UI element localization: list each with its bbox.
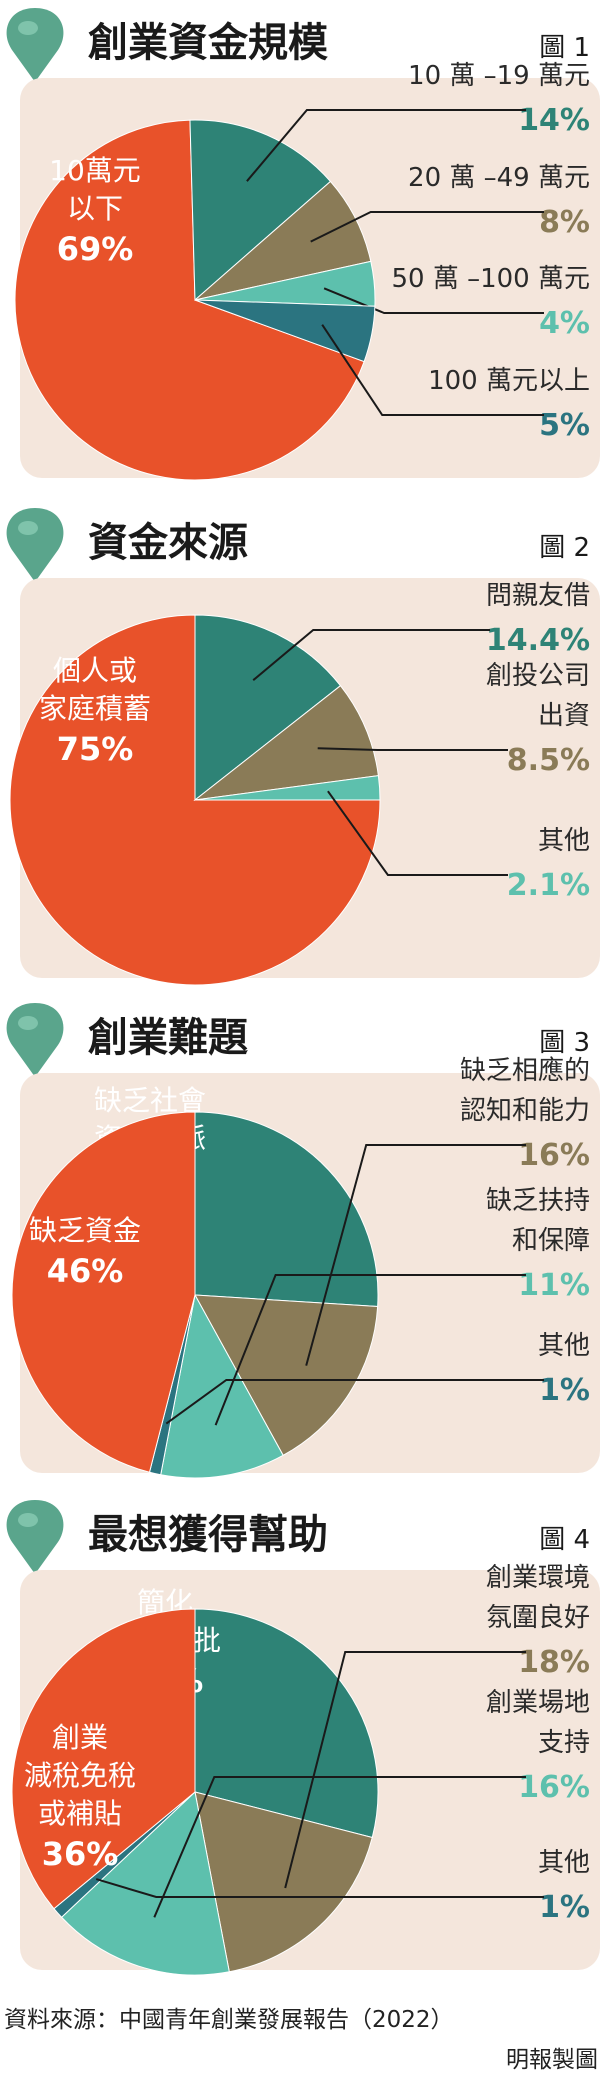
slice-pct: 14% [518, 103, 590, 138]
slice-label: 問親友借 [486, 581, 590, 611]
slice-label: 100 萬元以上 [428, 366, 590, 396]
pie-slice [14, 119, 365, 481]
slice-label: 減稅免稅 [24, 1759, 136, 1792]
pie-slice [194, 775, 381, 801]
pie-slice [193, 684, 379, 801]
slice-label: 個人或 [53, 654, 137, 687]
figure-label: 圖 1 [539, 33, 590, 63]
slice-pct: 14.4% [486, 623, 590, 658]
leader-line [153, 1776, 526, 1918]
pie-slice [194, 1791, 373, 1973]
slice-pct: 16% [518, 1770, 590, 1805]
leader-line [214, 1274, 526, 1426]
teal-drop-icon [6, 8, 64, 82]
leader-line [321, 324, 544, 416]
chart-title: 資金來源 [88, 520, 248, 566]
pie-slice [160, 1293, 284, 1479]
slice-pct: 5% [539, 408, 590, 443]
slice-label: 20 萬 –49 萬元 [408, 163, 590, 193]
pie-slice [9, 614, 381, 986]
slice-pct: 11% [518, 1268, 590, 1303]
leader-line [310, 211, 544, 243]
slice-pct: 1% [539, 1373, 590, 1408]
figure-label: 圖 3 [539, 1028, 590, 1058]
slice-pct: 75% [57, 730, 134, 768]
slice-pct: 4% [539, 306, 590, 341]
slice-label: 創投公司 [486, 661, 590, 691]
pie-slice [11, 1111, 196, 1473]
slice-label: 和保障 [512, 1226, 590, 1256]
chart-title: 最想獲得幫助 [88, 1512, 328, 1558]
leader-line [165, 1379, 544, 1425]
slice-label: 10 萬 –19 萬元 [408, 61, 590, 91]
slice-pct: 18% [518, 1645, 590, 1680]
chart-title: 創業資金規模 [88, 20, 328, 66]
teal-drop-icon [6, 508, 64, 582]
source-text: 資料來源：中國青年創業發展報告（2022） [4, 2007, 454, 2033]
slice-label: 氛圍良好 [486, 1603, 590, 1633]
pie-slice [194, 1111, 379, 1308]
slice-label: 缺乏資金 [29, 1214, 141, 1247]
slice-pct: 8.5% [507, 743, 590, 778]
teal-drop-icon [6, 1003, 64, 1077]
leader-line [323, 287, 544, 314]
chart-title: 創業難題 [88, 1015, 248, 1061]
pie-slice [194, 1294, 379, 1457]
slice-label: 缺乏社會 [94, 1084, 206, 1117]
slice-label: 創業 [52, 1721, 108, 1754]
slice-label: 創業環境 [486, 1563, 590, 1593]
pie-slice [194, 299, 376, 363]
leader-line [317, 747, 508, 751]
leader-line [305, 1144, 526, 1366]
slice-label: 50 萬 –100 萬元 [391, 264, 590, 294]
slice-pct: 1% [539, 1890, 590, 1925]
drop-highlight [18, 1513, 38, 1527]
slice-label: 家庭積蓄 [39, 692, 151, 725]
figure-label: 圖 2 [539, 533, 590, 563]
pie-slice [194, 1608, 379, 1839]
slice-label: 缺乏相應的 [460, 1056, 590, 1086]
slice-pct: 46% [47, 1252, 124, 1290]
slice-pct: 69% [57, 230, 134, 268]
slice-label: 出資 [538, 701, 590, 731]
pie-slice [194, 614, 342, 802]
figure-label: 圖 4 [539, 1525, 590, 1555]
drop-highlight [18, 1016, 38, 1030]
leader-line [284, 1651, 526, 1889]
slice-label: 或補貼 [38, 1797, 122, 1830]
slice-pct: 8% [539, 205, 590, 240]
drop-highlight [18, 21, 38, 35]
pie-slice [189, 119, 332, 302]
pie-slice [11, 1608, 196, 1910]
slice-pct: 36% [42, 1835, 119, 1873]
slice-label: 其他 [538, 1848, 590, 1878]
leader-line [95, 1878, 544, 1898]
slice-label: 其他 [538, 826, 590, 856]
slice-pct: 2.1% [507, 868, 590, 903]
slice-label: 以下 [67, 192, 123, 225]
slice-label: 缺乏扶持 [486, 1186, 590, 1216]
leader-line [252, 629, 490, 681]
slice-label: 其他 [538, 1331, 590, 1361]
drop-highlight [18, 521, 38, 535]
slice-label: 10萬元 [49, 154, 141, 187]
slice-label: 創業場地 [486, 1688, 590, 1718]
credit-text: 明報製圖 [506, 2047, 598, 2073]
leader-line [327, 790, 508, 876]
source-footer: 資料來源：中國青年創業發展報告（2022） 明報製圖 [4, 2000, 598, 2074]
teal-drop-icon [6, 1500, 64, 1574]
slice-pct: 16% [518, 1138, 590, 1173]
leader-line [246, 109, 526, 182]
slice-label: 認知和能力 [460, 1096, 590, 1126]
slice-label: 支持 [538, 1728, 590, 1758]
